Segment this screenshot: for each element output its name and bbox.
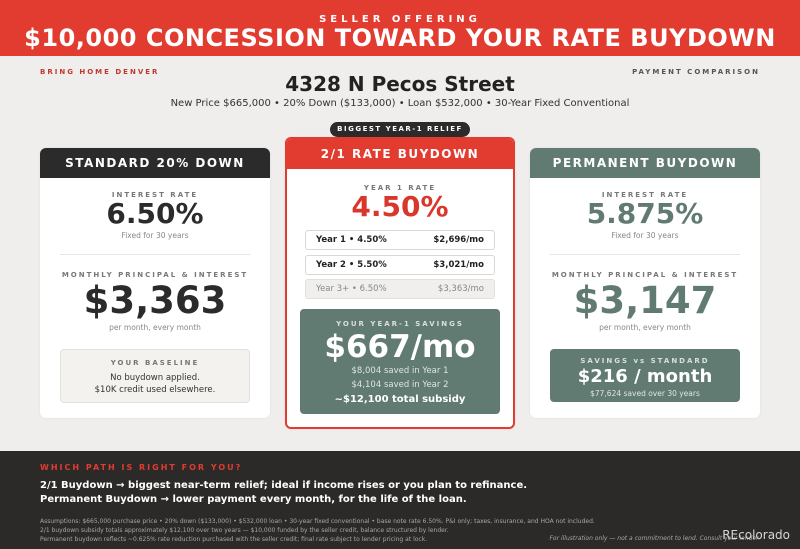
permanent-rate-note: Fixed for 30 years bbox=[611, 231, 679, 240]
buydown-card-title: 2/1 RATE BUYDOWN bbox=[287, 139, 513, 169]
buydown-rate: 4.50% bbox=[351, 190, 449, 223]
baseline-line-2: $10K credit used elsewhere. bbox=[94, 385, 216, 395]
footer-assumptions: Assumptions: $665,000 purchase price • 2… bbox=[40, 518, 595, 525]
footer-disclaimer: For illustration only — not a commitment… bbox=[549, 535, 760, 542]
banner-kicker: SELLER OFFERING bbox=[319, 14, 481, 25]
year-row-label: Year 2 • 5.50% bbox=[316, 260, 387, 270]
permanent-option-card: PERMANENT BUYDOWN INTEREST RATE 5.875% F… bbox=[530, 148, 760, 418]
permanent-rate: 5.875% bbox=[586, 197, 704, 230]
standard-card-title: STANDARD 20% DOWN bbox=[40, 148, 270, 178]
year-row-amount: $3,021/mo bbox=[433, 260, 484, 270]
baseline-box: YOUR BASELINE No buydown applied. $10K c… bbox=[60, 349, 250, 403]
permanent-savings-label: SAVINGS vs STANDARD bbox=[580, 357, 710, 365]
permanent-savings-box: SAVINGS vs STANDARD $216 / month $77,624… bbox=[550, 349, 740, 402]
permanent-pi-label: MONTHLY PRINCIPAL & INTEREST bbox=[551, 271, 739, 279]
permanent-savings-note: $77,624 saved over 30 years bbox=[590, 389, 700, 398]
banner-headline: $10,000 CONCESSION TOWARD YOUR RATE BUYD… bbox=[24, 24, 776, 52]
buydown-rate-label: YEAR 1 RATE bbox=[363, 184, 437, 192]
standard-rate-label: INTEREST RATE bbox=[111, 191, 199, 199]
standard-option-card: STANDARD 20% DOWN INTEREST RATE 6.50% Fi… bbox=[40, 148, 270, 418]
savings-label: YOUR YEAR-1 SAVINGS bbox=[336, 320, 464, 328]
permanent-savings-value: $216 / month bbox=[577, 366, 713, 387]
year1-savings-box: YOUR YEAR-1 SAVINGS $667/mo $8,004 saved… bbox=[300, 309, 500, 414]
brand-label: BRING HOME DENVER bbox=[40, 68, 160, 76]
footer-path-permanent: Permanent Buydown → lower payment every … bbox=[40, 494, 467, 505]
savings-value: $667/mo bbox=[324, 329, 476, 365]
saved-year-1: $8,004 saved in Year 1 bbox=[351, 366, 449, 376]
baseline-title: YOUR BASELINE bbox=[110, 359, 200, 367]
saved-year-2: $4,104 saved in Year 2 bbox=[351, 380, 449, 390]
divider bbox=[60, 254, 250, 255]
footer-path-buydown: 2/1 Buydown → biggest near-term relief; … bbox=[40, 480, 528, 491]
property-address: 4328 N Pecos Street bbox=[285, 72, 515, 96]
footer-question: WHICH PATH IS RIGHT FOR YOU? bbox=[40, 463, 243, 472]
standard-rate: 6.50% bbox=[106, 197, 204, 230]
buydown-option-card: 2/1 RATE BUYDOWN YEAR 1 RATE 4.50% Year … bbox=[285, 137, 515, 429]
footer-note-permanent: Permanent buydown reflects ~0.625% rate … bbox=[40, 536, 428, 543]
standard-pi-label: MONTHLY PRINCIPAL & INTEREST bbox=[61, 271, 249, 279]
total-subsidy: ~$12,100 total subsidy bbox=[334, 394, 466, 405]
year-row: Year 3+ • 6.50% $3,363/mo bbox=[305, 279, 495, 299]
permanent-card-title: PERMANENT BUYDOWN bbox=[530, 148, 760, 178]
biggest-relief-badge: BIGGEST YEAR-1 RELIEF bbox=[330, 122, 470, 137]
section-label: PAYMENT COMPARISON bbox=[632, 68, 760, 76]
seller-offer-banner: SELLER OFFERING $10,000 CONCESSION TOWAR… bbox=[0, 0, 800, 56]
year-row-amount: $2,696/mo bbox=[433, 235, 484, 245]
year-row: Year 1 • 4.50% $2,696/mo bbox=[305, 230, 495, 250]
permanent-pi: $3,147 bbox=[573, 279, 717, 322]
mls-watermark: REcolorado bbox=[722, 528, 790, 542]
loan-summary: New Price $665,000 • 20% Down ($133,000)… bbox=[170, 98, 630, 109]
footer-note-buydown: 2/1 buydown subsidy totals approximately… bbox=[40, 527, 449, 534]
permanent-pi-note: per month, every month bbox=[599, 323, 691, 332]
year-row-label: Year 3+ • 6.50% bbox=[316, 284, 387, 294]
year-row: Year 2 • 5.50% $3,021/mo bbox=[305, 255, 495, 275]
permanent-rate-label: INTEREST RATE bbox=[601, 191, 689, 199]
year-row-amount: $3,363/mo bbox=[437, 284, 484, 294]
standard-pi-note: per month, every month bbox=[109, 323, 201, 332]
footer-panel: WHICH PATH IS RIGHT FOR YOU? 2/1 Buydown… bbox=[0, 451, 800, 549]
standard-rate-note: Fixed for 30 years bbox=[121, 231, 189, 240]
standard-pi: $3,363 bbox=[83, 279, 227, 322]
year-row-label: Year 1 • 4.50% bbox=[316, 235, 387, 245]
divider bbox=[550, 254, 740, 255]
baseline-line-1: No buydown applied. bbox=[110, 373, 200, 383]
